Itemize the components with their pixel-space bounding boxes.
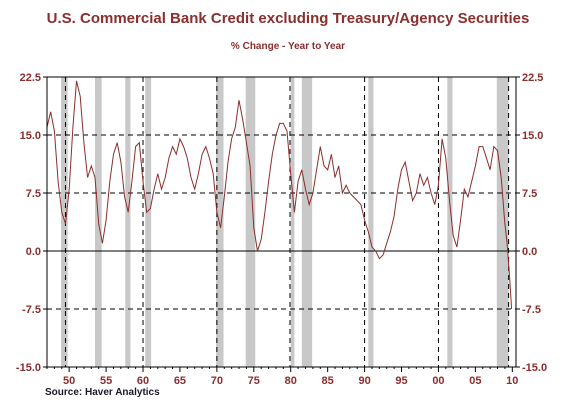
chart-title: U.S. Commercial Bank Credit excluding Tr… xyxy=(46,10,530,27)
recession-bands xyxy=(61,77,509,367)
recession-band xyxy=(245,77,256,367)
recession-band xyxy=(125,77,131,367)
recession-band xyxy=(368,77,374,367)
recession-band xyxy=(301,77,313,367)
y-tick-label-right: 7.5 xyxy=(522,188,537,200)
recession-band xyxy=(447,77,453,367)
recession-band xyxy=(145,77,152,367)
y-tick-label-right: 15.0 xyxy=(522,130,543,142)
series-lines xyxy=(46,80,513,310)
axis-ticks: 22.5 22.5 15.0 15.0 7.5 7.5 0.0 0.0 -7.5 -7.5 -15.… xyxy=(16,72,547,387)
x-tick-label: 80 xyxy=(285,375,297,387)
recession-band xyxy=(216,77,224,367)
y-tick-label-right: -7.5 xyxy=(522,304,541,316)
y-tick-label-left: -15.0 xyxy=(16,362,41,374)
y-tick-label-left: 7.5 xyxy=(26,188,41,200)
x-tick-label: 00 xyxy=(432,375,444,387)
series-line xyxy=(46,80,513,310)
recession-band xyxy=(496,77,509,367)
y-tick-label-left: -7.5 xyxy=(22,304,41,316)
plot-frame xyxy=(46,76,517,368)
x-tick-label: 95 xyxy=(395,375,407,387)
x-tick-label: 70 xyxy=(211,375,223,387)
recession-band xyxy=(290,77,295,367)
x-tick-label: 65 xyxy=(174,375,186,387)
grid-lines xyxy=(47,77,516,367)
x-tick-label: 55 xyxy=(100,375,112,387)
x-tick-label: 60 xyxy=(137,375,149,387)
y-tick-label-right: 22.5 xyxy=(522,72,543,84)
x-tick-label: 50 xyxy=(63,375,75,387)
y-tick-label-right: 0.0 xyxy=(522,246,537,258)
y-tick-label-right: -15.0 xyxy=(522,362,547,374)
x-tick-label: 90 xyxy=(358,375,370,387)
x-tick-label: 75 xyxy=(248,375,260,387)
recession-band xyxy=(61,77,68,367)
x-tick-label: 10 xyxy=(506,375,518,387)
chart-subtitle: % Change - Year to Year xyxy=(230,41,346,52)
y-tick-label-left: 15.0 xyxy=(20,130,41,142)
y-tick-label-left: 0.0 xyxy=(26,246,41,258)
y-tick-label-left: 22.5 xyxy=(20,72,41,84)
x-tick-label: 05 xyxy=(469,375,481,387)
source-note: Source: Haver Analytics xyxy=(45,387,160,398)
x-tick-label: 85 xyxy=(322,375,334,387)
